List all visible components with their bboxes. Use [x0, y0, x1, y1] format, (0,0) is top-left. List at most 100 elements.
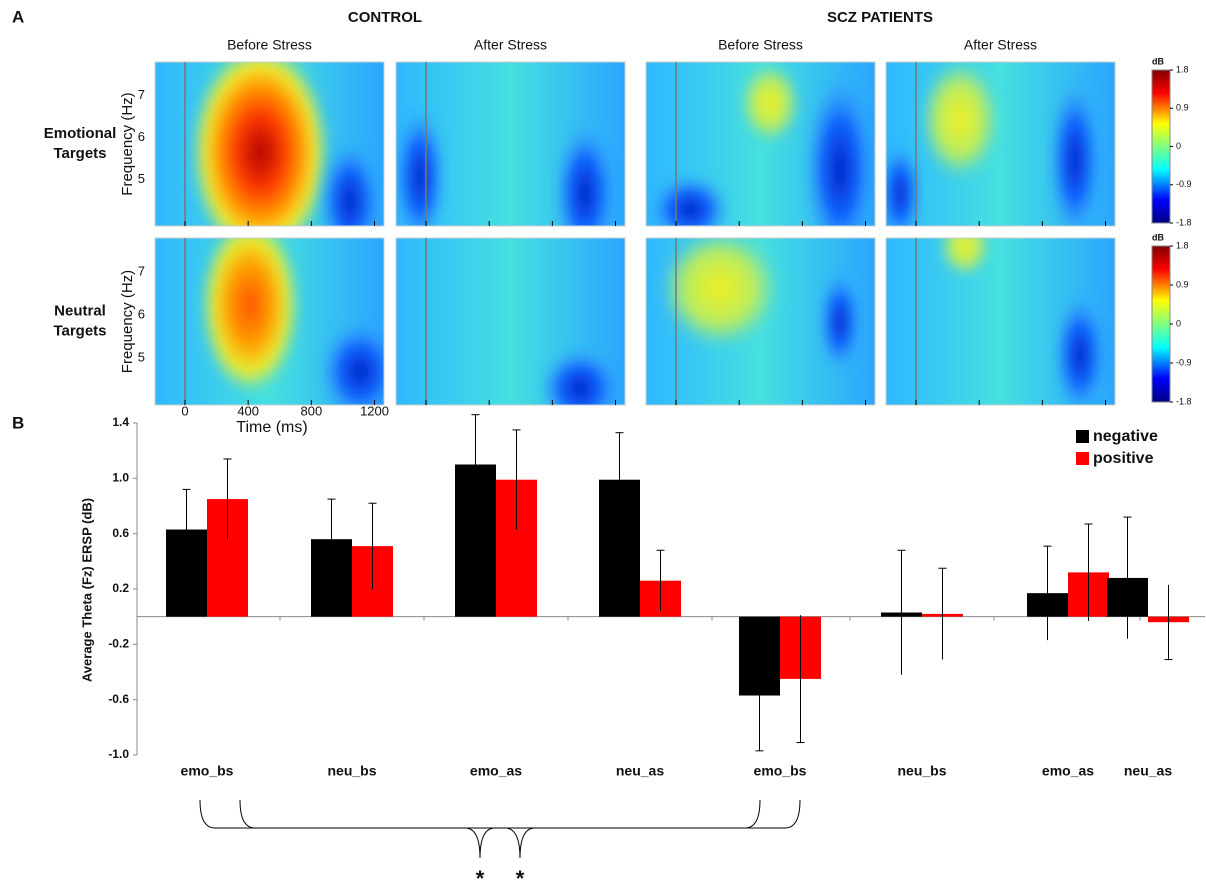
blob [320, 141, 380, 226]
blob [555, 123, 615, 226]
blob [540, 348, 620, 405]
legend-swatch [1076, 430, 1089, 443]
spectrogram-frame [885, 237, 1116, 406]
x-tick-label: 1200 [360, 403, 389, 418]
spectrogram-blobs [660, 238, 860, 372]
row-title: Neutral Targets [53, 302, 106, 339]
spectrogram-blobs [540, 348, 620, 405]
spectrogram [885, 61, 1116, 227]
y-tick-label: 6 [138, 129, 145, 144]
blob [650, 174, 730, 226]
panel-label: B [12, 413, 24, 432]
blob [820, 271, 860, 372]
y-tick-label: 1.0 [112, 471, 129, 485]
spectrogram [395, 61, 626, 227]
y-tick-label: -1.0 [108, 747, 129, 761]
spectrogram-blobs [886, 62, 1100, 226]
y-tick-label: 0.6 [112, 526, 129, 540]
spectrogram-frame [154, 61, 385, 227]
colorbar-tick-label: 0.9 [1176, 279, 1189, 289]
blob [1050, 80, 1100, 226]
x-tick-label: neu_as [616, 763, 664, 779]
colorbar-tick-label: -1.8 [1176, 217, 1192, 227]
colorbar-tick-label: -0.9 [1176, 179, 1192, 189]
spectrogram [645, 237, 876, 406]
colorbar-tick-label: 0 [1176, 141, 1181, 151]
panel-label: A [12, 7, 24, 26]
legend-swatch [1076, 452, 1089, 465]
colorbar-label: dB [1152, 232, 1164, 242]
y-tick-label: -0.2 [108, 637, 129, 651]
spectrogram [395, 237, 626, 406]
blob [940, 238, 990, 277]
spectrogram-blobs [396, 106, 615, 226]
blob [396, 106, 445, 226]
asterisk: * [516, 866, 525, 890]
column-title: After Stress [964, 37, 1037, 53]
y-tick-label: 7 [138, 87, 145, 102]
blob [886, 143, 920, 226]
colorbar-tick-label: -1.8 [1176, 396, 1192, 406]
row-title: Emotional Targets [44, 125, 117, 162]
group-title: SCZ PATIENTS [827, 9, 933, 26]
spectrogram-blobs [940, 238, 1105, 405]
column-title: After Stress [474, 37, 547, 53]
y-axis-label: Frequency (Hz) [119, 270, 136, 373]
spectrogram-frame [885, 61, 1116, 227]
colorbar-tick-label: 1.8 [1176, 240, 1189, 250]
blob [660, 238, 780, 349]
y-axis-label: Average Theta (Fz) ERSP (dB) [79, 498, 94, 682]
spectrogram-frame [395, 61, 626, 227]
x-tick-label: 800 [301, 403, 323, 418]
y-tick-label: 5 [138, 171, 145, 186]
y-tick-label: 0.2 [112, 581, 129, 595]
y-tick-label: -0.6 [108, 692, 129, 706]
y-tick-label: 5 [138, 349, 145, 364]
x-tick-label: emo_bs [181, 763, 234, 779]
y-tick-label: 6 [138, 307, 145, 322]
spectrogram-blobs [650, 63, 875, 226]
colorbar [1151, 69, 1171, 224]
spectrogram [154, 61, 385, 227]
x-tick-label: neu_as [1124, 763, 1172, 779]
x-tick-label: emo_bs [754, 763, 807, 779]
column-title: Before Stress [718, 37, 803, 53]
y-tick-label: 7 [138, 264, 145, 279]
x-tick-label: neu_bs [897, 763, 946, 779]
spectrogram [645, 61, 876, 227]
spectrogram-frame [645, 237, 876, 406]
x-tick-label: 400 [237, 403, 259, 418]
spectrogram-frame [395, 237, 626, 406]
colorbar-tick-label: -0.9 [1176, 357, 1192, 367]
spectrogram-blobs [200, 238, 384, 405]
spectrogram-blobs [190, 62, 380, 226]
legend-label: negative [1093, 428, 1158, 445]
colorbar-tick-label: 1.8 [1176, 64, 1189, 74]
y-axis-label: Frequency (Hz) [119, 92, 136, 195]
blob [200, 238, 300, 395]
significance-brackets [199, 799, 801, 859]
x-tick-label: emo_as [470, 763, 522, 779]
legend-label: positive [1093, 450, 1154, 467]
x-axis-label: Time (ms) [236, 419, 307, 436]
x-tick-label: 0 [181, 403, 188, 418]
x-tick-label: neu_bs [327, 763, 376, 779]
blob [740, 63, 800, 143]
spectrogram-frame [154, 237, 385, 406]
column-title: Before Stress [227, 37, 312, 53]
blob [1055, 294, 1105, 405]
colorbar-label: dB [1152, 56, 1164, 66]
asterisk: * [476, 866, 485, 890]
x-tick-label: emo_as [1042, 763, 1094, 779]
blob [190, 62, 330, 226]
spectrogram [885, 237, 1116, 406]
y-tick-label: 1.4 [112, 415, 129, 429]
colorbar [1151, 245, 1171, 403]
spectrogram-frame [645, 61, 876, 227]
spectrogram [154, 237, 385, 406]
group-title: CONTROL [348, 9, 422, 26]
blob [920, 62, 1000, 180]
colorbar-tick-label: 0 [1176, 318, 1181, 328]
blob [805, 73, 875, 226]
